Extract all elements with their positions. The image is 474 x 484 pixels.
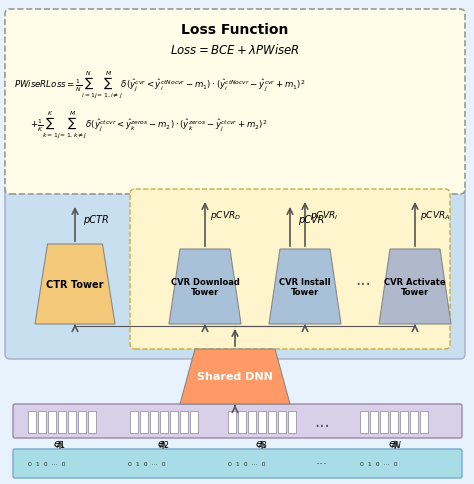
Bar: [58, 411, 66, 433]
Bar: [150, 411, 158, 433]
Text: $e_3$: $e_3$: [255, 438, 269, 450]
Text: pCVR: pCVR: [298, 214, 324, 225]
Text: ...: ...: [314, 412, 330, 430]
FancyBboxPatch shape: [130, 190, 450, 349]
Bar: [140, 411, 148, 433]
Bar: [390, 411, 398, 433]
Text: CVR Download
Tower: CVR Download Tower: [171, 277, 239, 297]
Polygon shape: [379, 249, 451, 324]
Text: 0  1  0  ···  0: 0 1 0 ··· 0: [228, 462, 265, 467]
FancyBboxPatch shape: [13, 449, 462, 478]
Bar: [268, 411, 276, 433]
Text: $PWiseRLoss = \frac{1}{N}\sum_{i=1}^{N}\sum_{j=1,i\neq j}^{M}\delta(\hat{y}_j^{c: $PWiseRLoss = \frac{1}{N}\sum_{i=1}^{N}\…: [14, 70, 305, 100]
Text: ···: ···: [316, 457, 328, 470]
Bar: [360, 411, 368, 433]
Text: Loss Function: Loss Function: [182, 23, 289, 37]
Bar: [180, 411, 188, 433]
Text: ...: ...: [355, 271, 371, 288]
Bar: [278, 411, 286, 433]
Text: CVR Install
Tower: CVR Install Tower: [279, 277, 331, 297]
Bar: [38, 411, 46, 433]
Polygon shape: [169, 249, 241, 324]
FancyBboxPatch shape: [5, 10, 465, 195]
Text: $e_2$: $e_2$: [156, 438, 170, 450]
FancyBboxPatch shape: [13, 404, 462, 438]
Text: 0  1  0  ···  0: 0 1 0 ··· 0: [360, 462, 398, 467]
Bar: [370, 411, 378, 433]
Bar: [420, 411, 428, 433]
Bar: [228, 411, 236, 433]
Text: CVR Activate
Tower: CVR Activate Tower: [384, 277, 446, 297]
FancyBboxPatch shape: [5, 184, 465, 359]
Text: CTR Tower: CTR Tower: [46, 279, 104, 289]
Polygon shape: [269, 249, 341, 324]
Bar: [68, 411, 76, 433]
Text: $e_1$: $e_1$: [54, 438, 66, 450]
Text: $Loss = BCE + \lambda PWiseR$: $Loss = BCE + \lambda PWiseR$: [170, 43, 300, 57]
Bar: [130, 411, 138, 433]
Text: 0  1  0  ···  0: 0 1 0 ··· 0: [28, 462, 65, 467]
Bar: [78, 411, 86, 433]
Bar: [28, 411, 36, 433]
Text: $+ \frac{1}{K}\sum_{k=1}^{K}\sum_{j=1,k\neq j}^{M}\delta(\hat{y}_j^{ctcvr} < \ha: $+ \frac{1}{K}\sum_{k=1}^{K}\sum_{j=1,k\…: [30, 109, 267, 140]
Bar: [400, 411, 408, 433]
Bar: [190, 411, 198, 433]
Text: $pCVR_D$: $pCVR_D$: [210, 208, 241, 221]
Text: $pCVR_I$: $pCVR_I$: [310, 208, 338, 221]
Bar: [48, 411, 56, 433]
Polygon shape: [35, 244, 115, 324]
Text: 0  1  0  ···  0: 0 1 0 ··· 0: [128, 462, 165, 467]
Polygon shape: [180, 349, 290, 404]
Bar: [288, 411, 296, 433]
Bar: [88, 411, 96, 433]
Text: $pCVR_A$: $pCVR_A$: [420, 208, 450, 221]
Bar: [170, 411, 178, 433]
Bar: [380, 411, 388, 433]
Bar: [238, 411, 246, 433]
Bar: [410, 411, 418, 433]
Text: $e_N$: $e_N$: [388, 438, 402, 450]
Bar: [248, 411, 256, 433]
Text: Shared DNN: Shared DNN: [197, 372, 273, 382]
Text: pCTR: pCTR: [83, 214, 109, 225]
Bar: [160, 411, 168, 433]
Bar: [258, 411, 266, 433]
